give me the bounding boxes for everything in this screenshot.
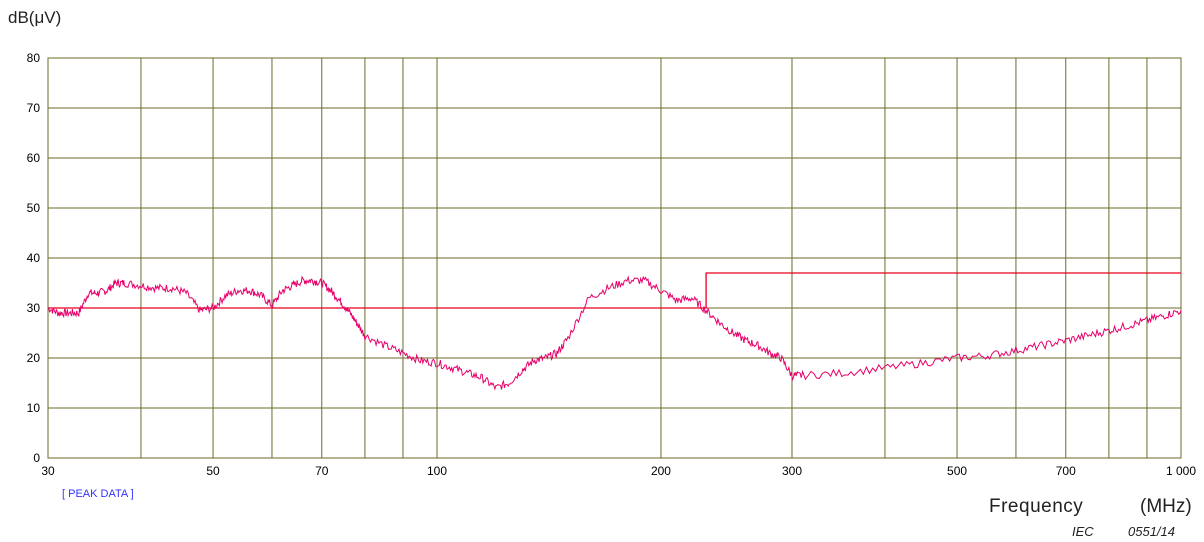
y-tick-label: 50 (27, 201, 41, 215)
y-tick-label: 20 (27, 351, 41, 365)
y-axis-unit-label: dB(μV) (8, 8, 62, 27)
y-tick-label: 30 (27, 301, 41, 315)
y-tick-label: 80 (27, 51, 41, 65)
x-tick-label: 200 (651, 464, 671, 478)
figure-id-prefix: IEC (1072, 524, 1094, 539)
x-tick-label: 700 (1056, 464, 1076, 478)
x-tick-label: 100 (427, 464, 447, 478)
measurement-trace (47, 275, 1182, 391)
y-tick-label: 70 (27, 101, 41, 115)
y-tick-label: 40 (27, 251, 41, 265)
y-tick-label: 60 (27, 151, 41, 165)
x-tick-label: 70 (315, 464, 329, 478)
x-tick-label: 500 (947, 464, 967, 478)
x-tick-label: 30 (41, 464, 55, 478)
y-tick-label: 0 (33, 451, 40, 465)
x-tick-label: 1 000 (1166, 464, 1196, 478)
limit-line (48, 272, 1181, 309)
peak-data-label: [ PEAK DATA ] (62, 488, 134, 500)
figure-id: 0551/14 (1128, 524, 1175, 539)
x-tick-label: 300 (782, 464, 802, 478)
y-tick-label: 10 (27, 401, 41, 415)
x-axis-unit: (MHz) (1140, 496, 1192, 517)
x-tick-label: 50 (206, 464, 220, 478)
x-axis-title: Frequency (989, 496, 1084, 517)
